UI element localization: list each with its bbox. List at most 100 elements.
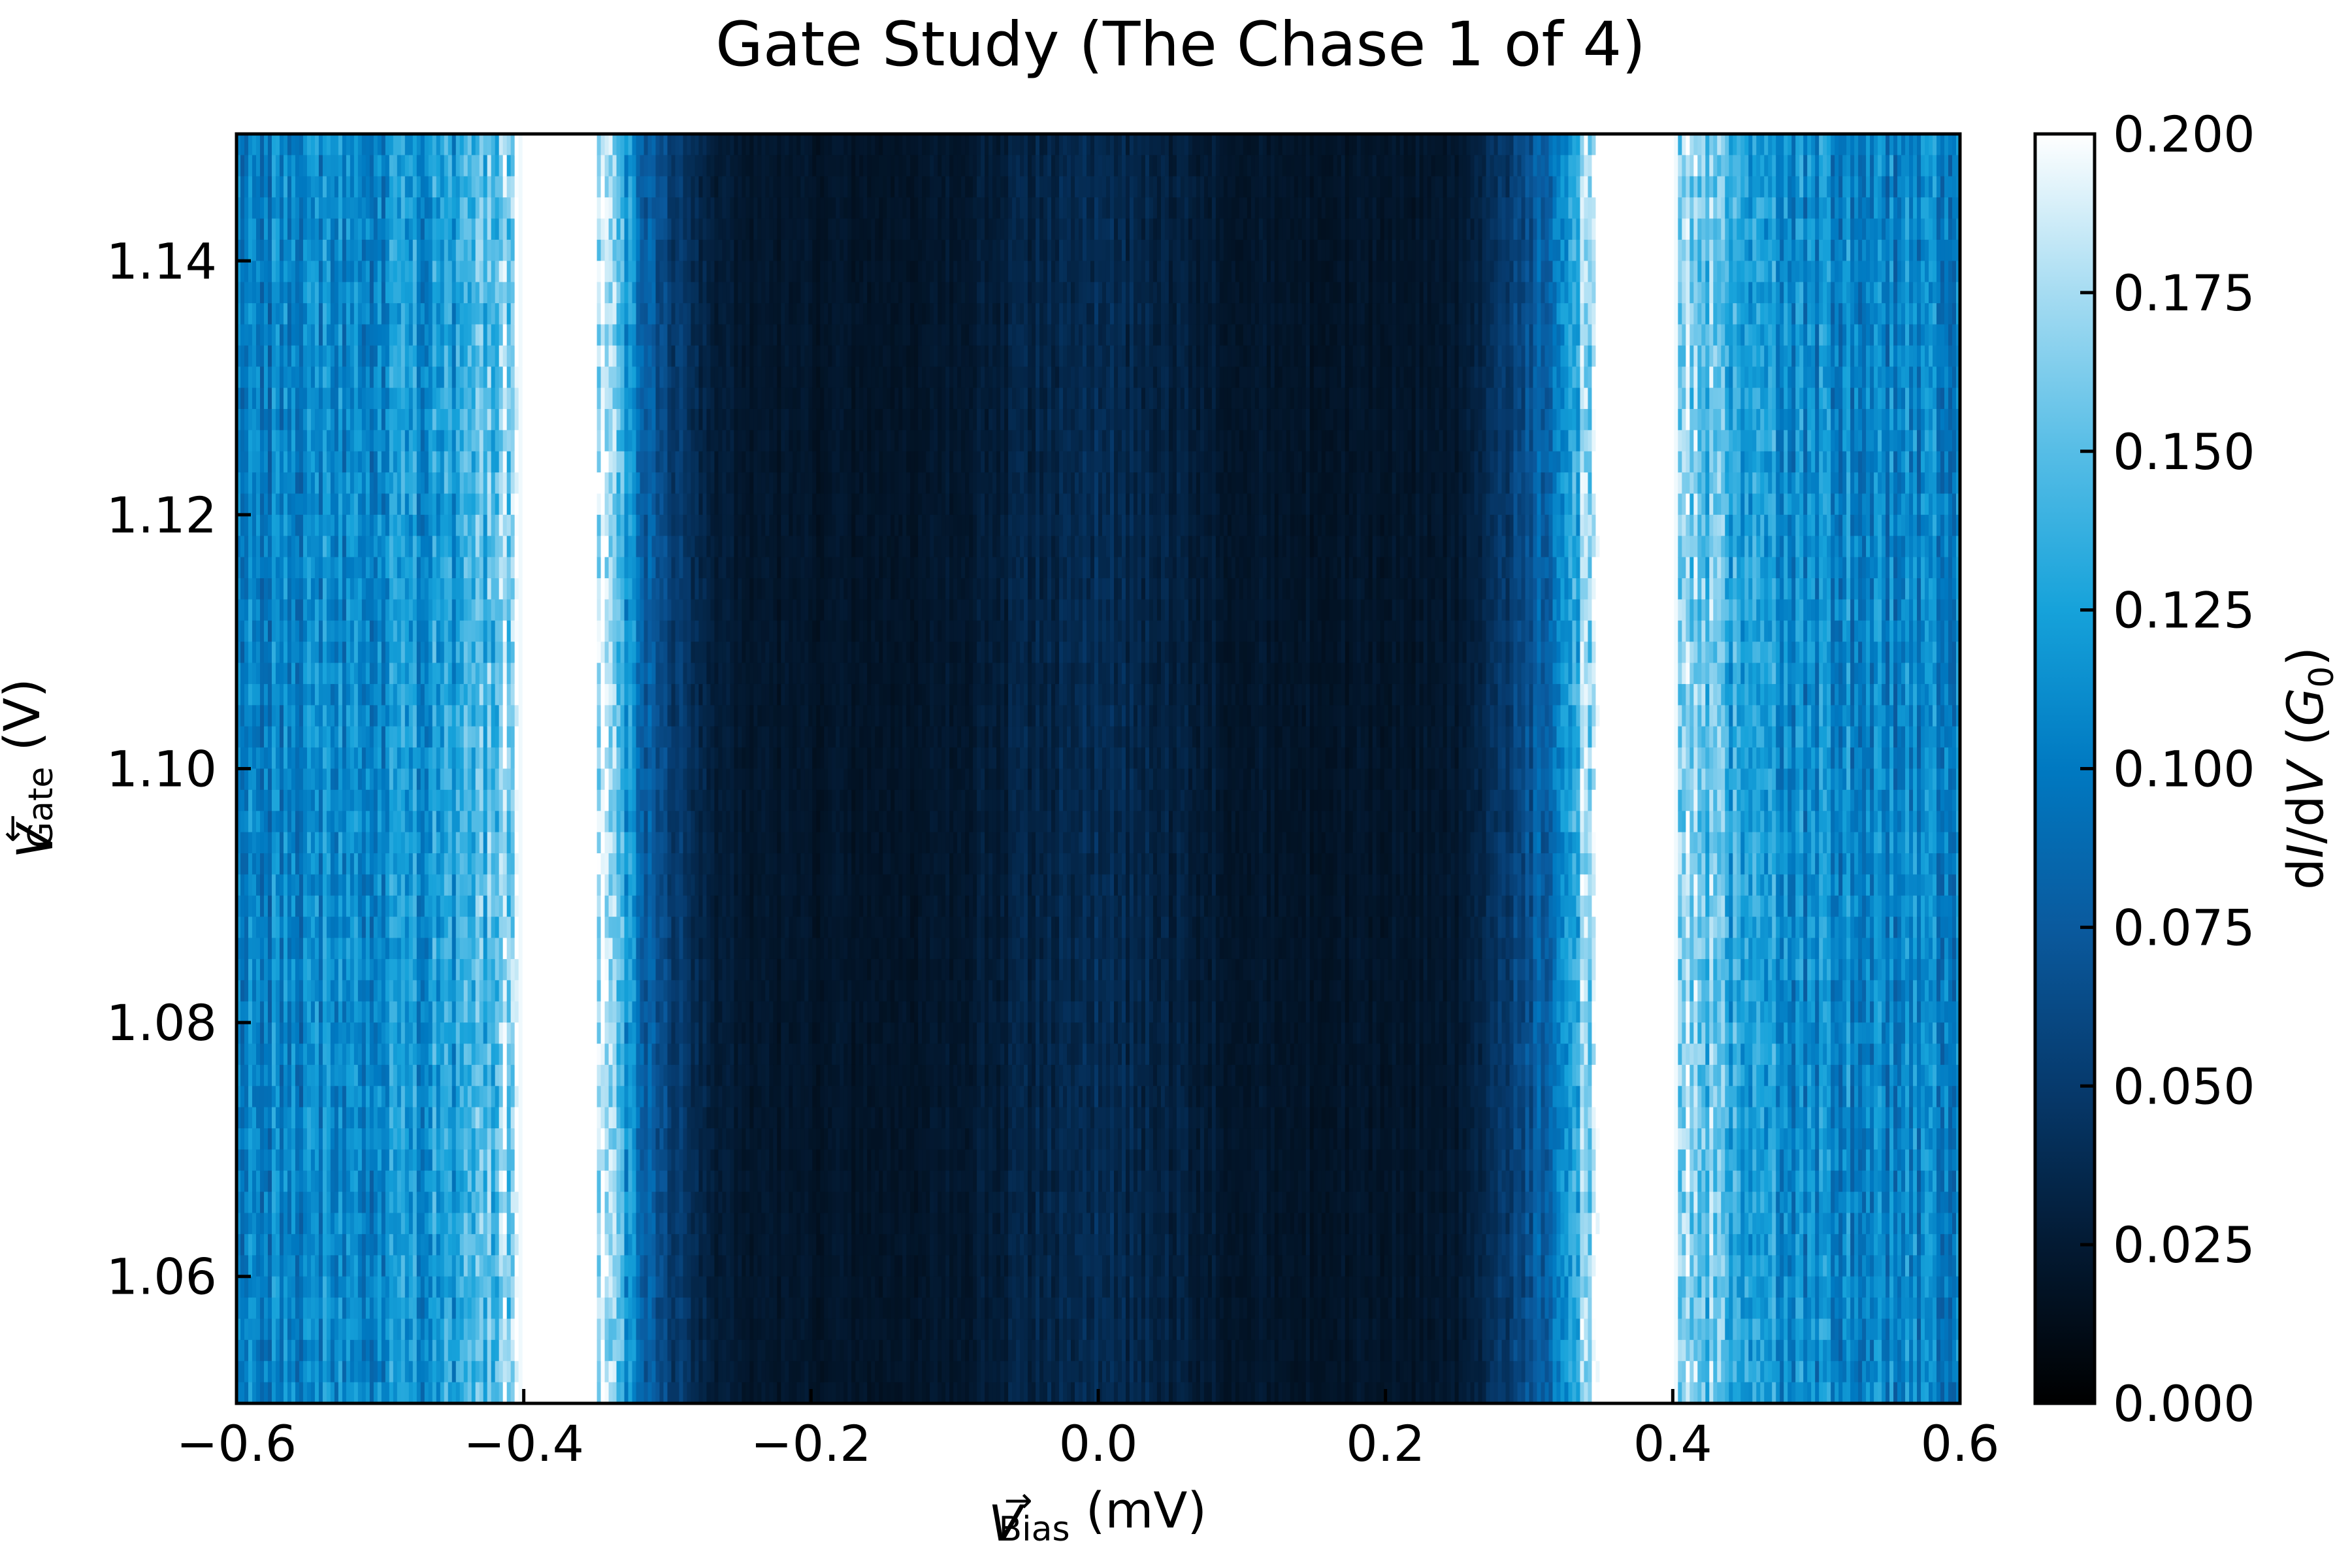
heatmap-cell	[299, 494, 304, 515]
heatmap-cell	[464, 1382, 468, 1404]
heatmap-image	[237, 134, 1961, 1404]
heatmap-cell	[331, 536, 335, 557]
heatmap-cell	[397, 1318, 402, 1340]
heatmap-cell	[464, 684, 468, 706]
heatmap-cell	[342, 261, 347, 282]
heatmap-cell	[405, 261, 410, 282]
heatmap-cell	[358, 917, 363, 938]
heatmap-cell	[436, 790, 441, 811]
heatmap-cell	[382, 684, 386, 706]
heatmap-cell	[456, 176, 461, 198]
heatmap-cell	[429, 472, 433, 494]
heatmap-cell	[240, 1361, 245, 1382]
heatmap-cell	[272, 451, 276, 473]
heatmap-cell	[248, 874, 253, 896]
heatmap-cell	[307, 1213, 312, 1235]
heatmap-cell	[491, 197, 496, 219]
heatmap-cell	[366, 282, 370, 304]
heatmap-cell	[433, 1149, 437, 1171]
heatmap-cell	[456, 938, 461, 960]
heatmap-cell	[338, 917, 343, 938]
heatmap-cell	[487, 642, 492, 663]
heatmap-cell	[256, 1382, 261, 1404]
heatmap-cell	[342, 1318, 347, 1340]
heatmap-cell	[315, 705, 319, 727]
heatmap-cell	[303, 515, 308, 536]
heatmap-cell	[335, 938, 339, 960]
heatmap-cell	[319, 261, 323, 282]
heatmap-cell	[480, 388, 484, 410]
heatmap-cell	[433, 832, 437, 854]
heatmap-cell	[260, 515, 265, 536]
heatmap-cell	[370, 1361, 374, 1382]
heatmap-cell	[331, 134, 335, 155]
heatmap-cell	[307, 684, 312, 706]
heatmap-cell	[244, 1065, 249, 1086]
heatmap-cell	[476, 346, 480, 367]
heatmap-cell	[385, 642, 390, 663]
heatmap-cell	[468, 1043, 472, 1065]
heatmap-cell	[260, 1002, 265, 1023]
heatmap-cell	[413, 282, 417, 304]
heatmap-cell	[350, 219, 355, 240]
heatmap-cell	[382, 747, 386, 769]
heatmap-cell	[480, 599, 484, 621]
heatmap-cell	[280, 1149, 284, 1171]
heatmap-cell	[460, 811, 465, 832]
heatmap-cell	[385, 790, 390, 811]
heatmap-cell	[252, 515, 257, 536]
heatmap-cell	[319, 790, 323, 811]
heatmap-cell	[299, 134, 304, 155]
heatmap-cell	[444, 684, 449, 706]
heatmap-cell	[256, 980, 261, 1002]
heatmap-cell	[358, 727, 363, 748]
heatmap-cell	[287, 1043, 292, 1065]
heatmap-cell	[260, 1382, 265, 1404]
heatmap-cell	[405, 599, 410, 621]
heatmap-cell	[280, 536, 284, 557]
heatmap-cell	[303, 367, 308, 388]
heatmap-cell	[264, 1361, 269, 1382]
heatmap-cell	[417, 747, 421, 769]
heatmap-cell	[303, 959, 308, 981]
heatmap-cell	[483, 727, 488, 748]
heatmap-cell	[476, 621, 480, 642]
heatmap-cell	[248, 832, 253, 854]
heatmap-cell	[350, 1002, 355, 1023]
heatmap-cell	[331, 980, 335, 1002]
heatmap-cell	[284, 176, 288, 198]
heatmap-cell	[358, 155, 363, 176]
heatmap-cell	[335, 1234, 339, 1256]
heatmap-cell	[350, 874, 355, 896]
heatmap-cell	[358, 324, 363, 346]
heatmap-cell	[468, 346, 472, 367]
heatmap-cell	[362, 747, 367, 769]
heatmap-cell	[385, 536, 390, 557]
heatmap-cell	[303, 578, 308, 600]
heatmap-cell	[389, 684, 394, 706]
heatmap-cell	[483, 790, 488, 811]
heatmap-cell	[378, 1171, 382, 1192]
heatmap-cell	[393, 388, 398, 410]
heatmap-cell	[260, 769, 265, 791]
heatmap-cell	[315, 832, 319, 854]
heatmap-cell	[280, 1022, 284, 1044]
heatmap-cell	[456, 727, 461, 748]
heatmap-cell	[397, 155, 402, 176]
heatmap-cell	[350, 1277, 355, 1298]
heatmap-cell	[331, 176, 335, 198]
heatmap-cell	[397, 1213, 402, 1235]
heatmap-cell	[378, 303, 382, 325]
heatmap-cell	[448, 176, 453, 198]
heatmap-cell	[319, 472, 323, 494]
heatmap-cell	[401, 832, 406, 854]
heatmap-cell	[354, 240, 359, 261]
heatmap-cell	[393, 367, 398, 388]
heatmap-cell	[468, 747, 472, 769]
heatmap-cell	[307, 409, 312, 431]
heatmap-cell	[385, 282, 390, 304]
heatmap-cell	[472, 599, 476, 621]
heatmap-cell	[378, 1192, 382, 1213]
heatmap-cell	[284, 769, 288, 791]
heatmap-cell	[429, 409, 433, 431]
